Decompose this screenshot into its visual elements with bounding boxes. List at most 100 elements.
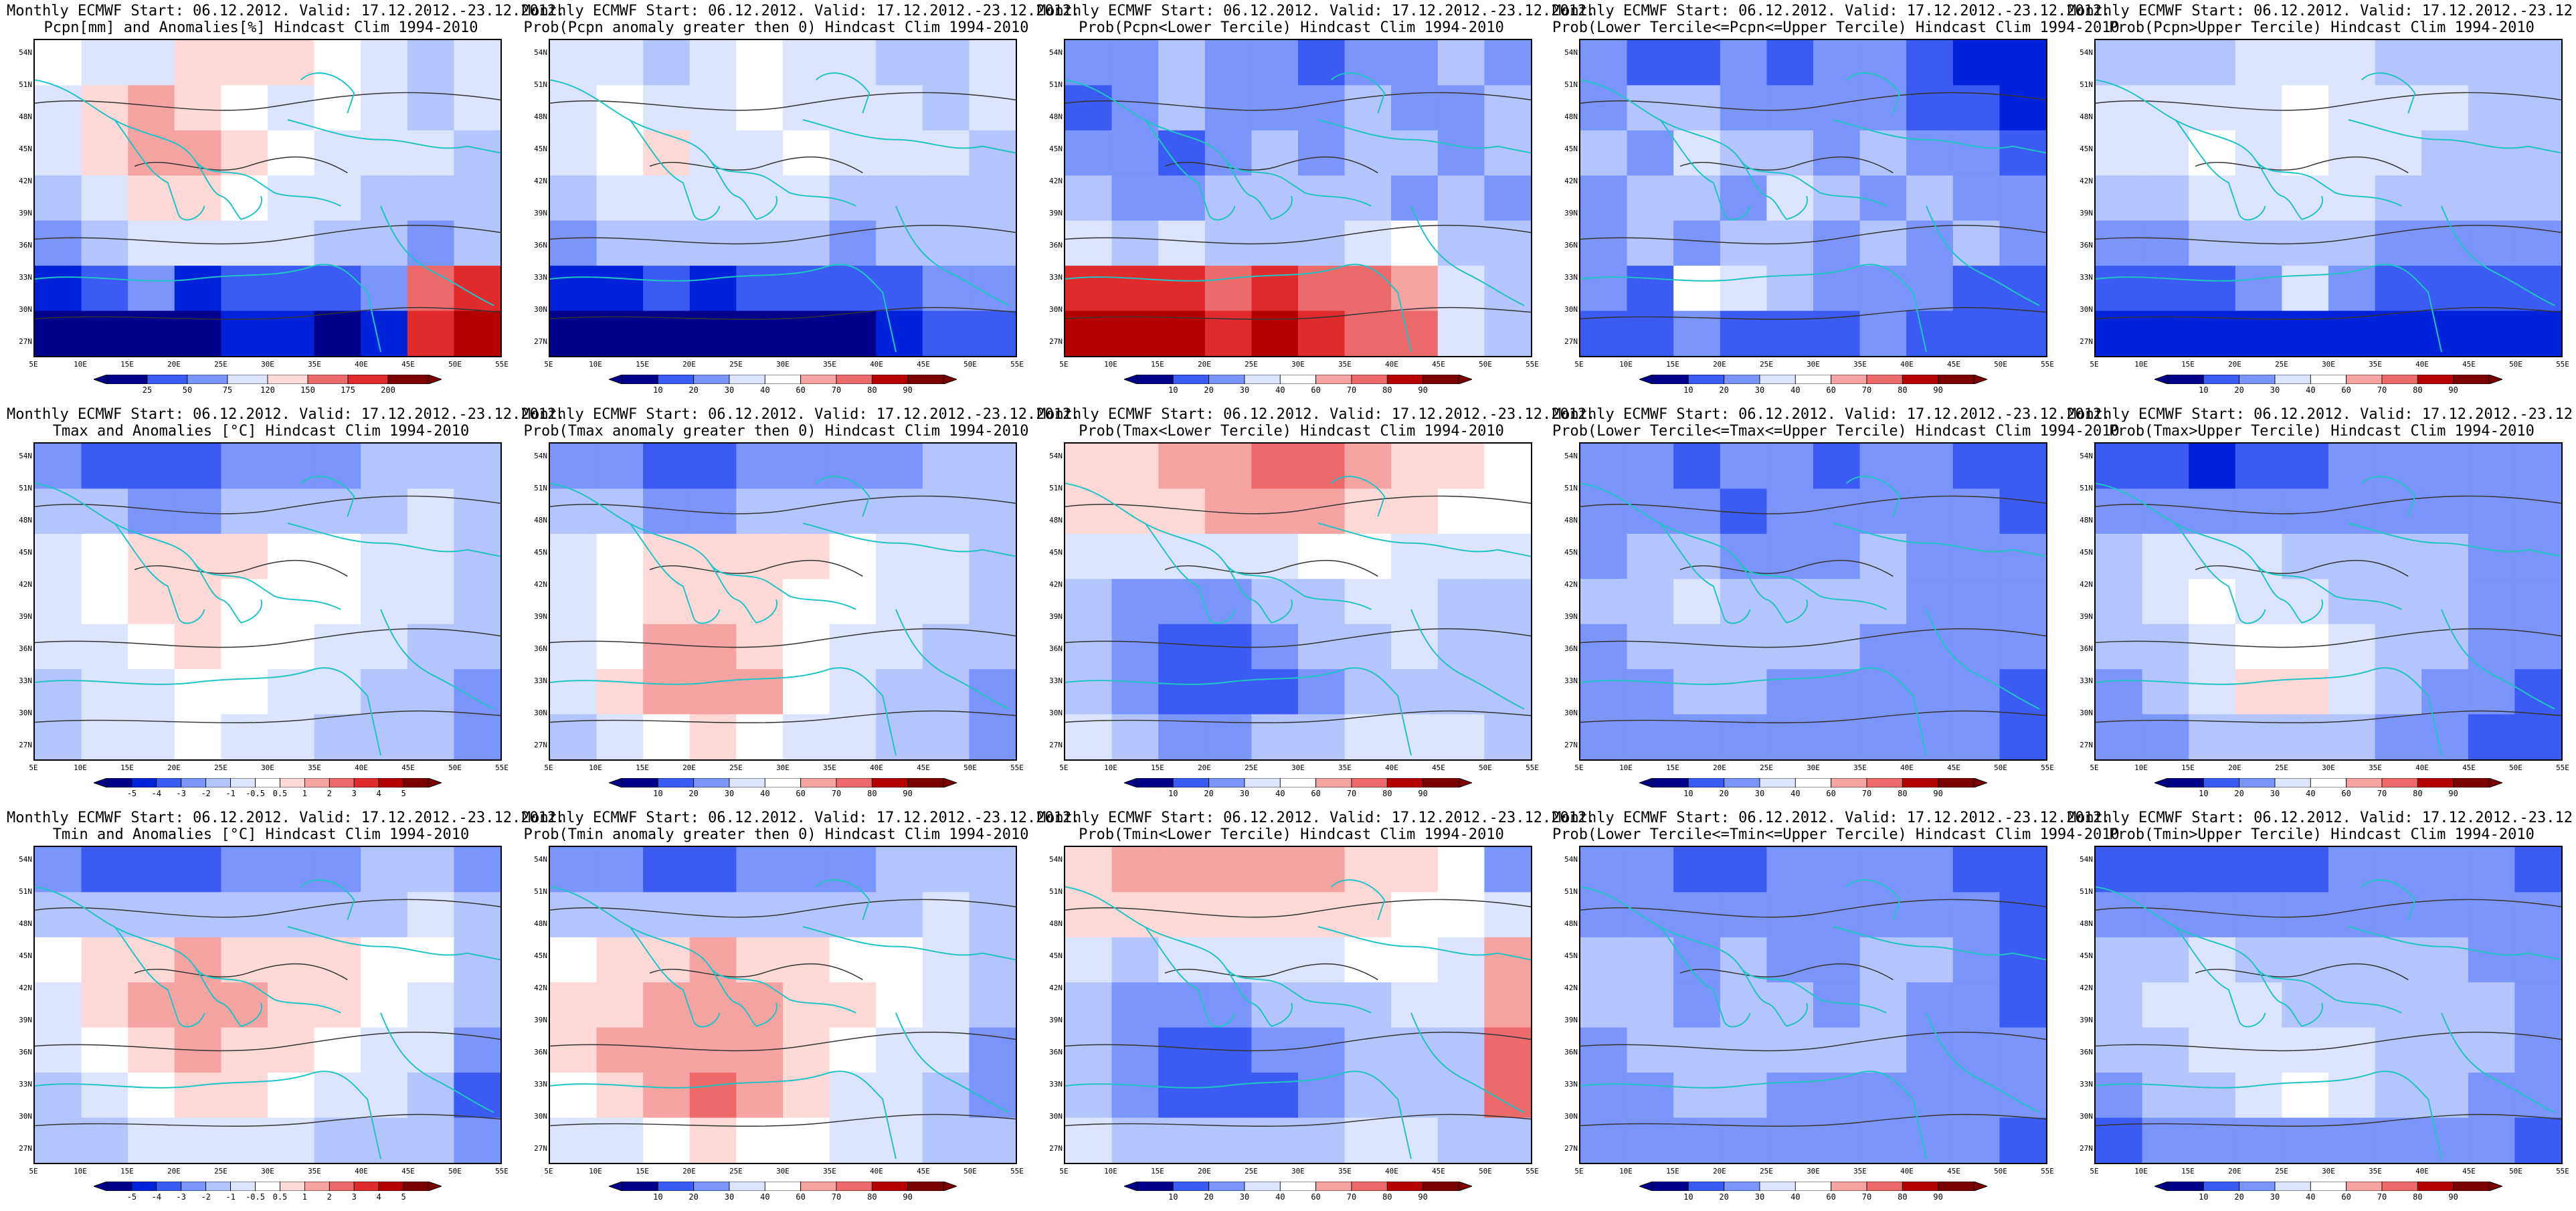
field-cell — [35, 266, 82, 312]
lon-tick-label: 55E — [495, 1167, 509, 1176]
lat-tick-label: 36N — [1564, 644, 1578, 653]
contour-line — [1065, 1113, 1531, 1127]
field-cell — [1111, 1117, 1160, 1163]
colorbar-right-arrow — [428, 375, 442, 384]
field-cell — [550, 533, 597, 580]
field-cell — [1204, 533, 1253, 580]
coastline — [35, 1070, 381, 1159]
field-cell — [1673, 266, 1721, 312]
colorbar-swatch — [2381, 778, 2418, 787]
lon-tick-label: 30E — [1807, 1167, 1820, 1176]
colorbar-tick-label: 1 — [302, 1192, 307, 1202]
field-cell — [1627, 220, 1675, 267]
panel-title-line1: Monthly ECMWF Start: 06.12.2012. Valid: … — [2067, 406, 2576, 423]
field-cell — [1065, 1027, 1113, 1074]
field-cell — [2096, 220, 2143, 267]
lon-tick-label: 25E — [1245, 360, 1258, 369]
field-cell — [1158, 1073, 1206, 1119]
field-cell — [81, 669, 129, 715]
field-cell — [2142, 669, 2190, 715]
field-cell — [2142, 130, 2190, 177]
field-cell — [268, 266, 315, 312]
colorbar-swatch — [187, 375, 228, 384]
colorbar-tick-label: -5 — [126, 1192, 137, 1202]
colorbar-swatch — [147, 375, 188, 384]
field-cell — [1111, 266, 1160, 312]
colorbar-tick-label: 30 — [2270, 1192, 2280, 1202]
colorbar-tick-label: -0.5 — [246, 789, 265, 798]
panel-title-line2: Prob(Pcpn anomaly greater then 0) Hindca… — [523, 19, 1029, 36]
colorbar-left-arrow — [2154, 1182, 2169, 1191]
field-cell — [2328, 1073, 2376, 1119]
colorbar-swatch — [622, 778, 658, 787]
field-cell — [783, 892, 830, 938]
field-cell — [969, 892, 1016, 938]
field-cell — [361, 1073, 408, 1119]
field-cell — [2514, 85, 2561, 131]
field-cell — [1298, 533, 1346, 580]
field-cell — [643, 533, 691, 580]
colorbar-tick-label: 20 — [1204, 385, 1214, 395]
field-cell — [221, 266, 268, 312]
coastline — [1739, 159, 1809, 220]
contour-line — [35, 899, 500, 918]
field-cell — [1391, 444, 1439, 490]
colorbar-tick-label: -4 — [151, 789, 162, 798]
colorbar-tick-label: 30 — [2270, 789, 2280, 798]
field-cell — [969, 847, 1016, 893]
colorbar-swatch — [2346, 778, 2383, 787]
field-cell — [454, 220, 500, 267]
colorbar-tick-label: 10 — [1168, 385, 1178, 395]
field-cell — [2468, 266, 2516, 312]
colorbar-tick-label: 20 — [1719, 385, 1729, 395]
field-cell — [1859, 624, 1908, 670]
colorbar-tick-label: 90 — [903, 789, 913, 798]
field-cell — [1344, 714, 1392, 759]
lon-tick-label: 25E — [1760, 360, 1773, 369]
lon-tick-label: 15E — [2181, 763, 2195, 772]
field-cell — [314, 220, 362, 267]
lon-tick-label: 5E — [1574, 1167, 1584, 1176]
contour-line — [2096, 899, 2561, 918]
field-cell — [407, 1073, 455, 1119]
field-cell — [922, 579, 970, 625]
colorbar — [94, 778, 442, 787]
field-cell — [1580, 220, 1628, 267]
field-cell — [128, 669, 175, 715]
colorbar-swatch — [1831, 375, 1867, 384]
field-cell — [1437, 220, 1485, 267]
field-cell — [1484, 310, 1531, 356]
colorbar-tick-label: 40 — [1275, 1192, 1285, 1202]
field-cell — [314, 669, 362, 715]
field-cell — [783, 624, 830, 670]
lon-tick-label: 45E — [2462, 763, 2476, 772]
field-cell — [969, 533, 1016, 580]
field-cell — [1484, 220, 1531, 267]
field-cell — [2375, 444, 2423, 490]
field-cell — [550, 220, 597, 267]
panel-title-line2: Prob(Lower Tercile<=Tmax<=Upper Tercile)… — [1552, 423, 2120, 440]
field-cell — [643, 892, 691, 938]
colorbar-swatch — [2453, 1182, 2490, 1191]
panel-title: Monthly ECMWF Start: 06.12.2012. Valid: … — [2067, 810, 2576, 843]
colorbar-swatch — [2274, 375, 2311, 384]
field-cell — [128, 847, 175, 893]
colorbar-swatch — [156, 778, 182, 787]
field-cell — [2514, 624, 2561, 670]
lat-tick-label: 45N — [19, 145, 32, 153]
colorbar-tick-label: 2 — [327, 1192, 332, 1202]
field-cell — [2282, 847, 2329, 893]
field-cell — [829, 579, 877, 625]
colorbar-tick-label: 70 — [831, 789, 842, 798]
field-cell — [2468, 892, 2516, 938]
panel-title: Monthly ECMWF Start: 06.12.2012. Valid: … — [1552, 810, 2120, 843]
coastline — [629, 523, 721, 624]
colorbar-swatch — [156, 1182, 182, 1191]
field-cell — [1766, 40, 1814, 86]
lon-tick-label: 55E — [2556, 763, 2569, 772]
field-cell — [361, 847, 408, 893]
field-cell — [1766, 847, 1814, 893]
colorbar-tick-label: -2 — [201, 789, 211, 798]
field-cell — [1158, 40, 1206, 86]
colorbar-tick-label: 90 — [903, 385, 913, 395]
